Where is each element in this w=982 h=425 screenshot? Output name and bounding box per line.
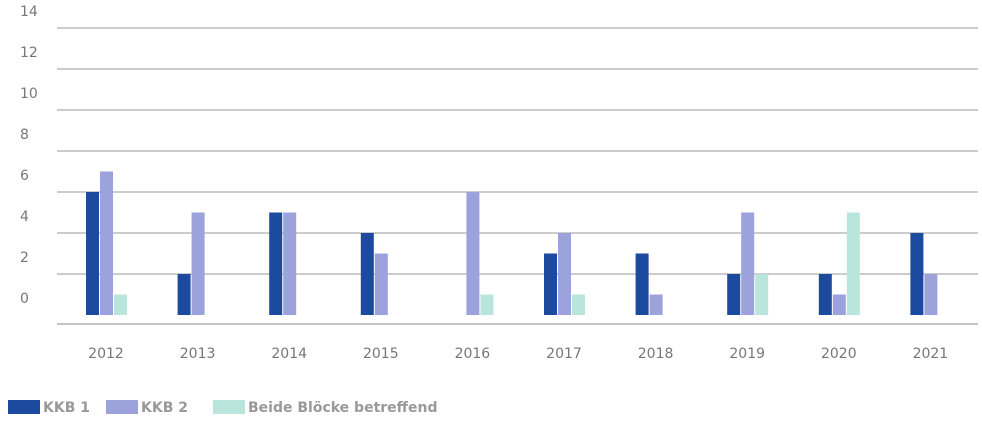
x-tick-label: 2012: [88, 346, 124, 362]
bar: [100, 171, 113, 315]
x-tick-label: 2019: [729, 346, 765, 362]
bar: [572, 294, 585, 315]
bar: [910, 233, 924, 315]
legend-label: KKB 2: [141, 400, 188, 416]
bar: [755, 274, 769, 315]
y-tick-label: 12: [20, 45, 38, 61]
x-tick-label: 2021: [913, 346, 949, 362]
y-tick-label: 4: [20, 209, 29, 225]
bar: [480, 294, 494, 315]
bar: [818, 274, 832, 315]
bar: [466, 192, 480, 315]
y-tick-label: 2: [20, 250, 29, 266]
legend-swatch: [106, 400, 138, 414]
x-tick-label: 2015: [363, 346, 399, 362]
bar: [283, 212, 297, 315]
y-tick-label: 6: [20, 168, 29, 184]
bar: [544, 253, 557, 315]
legend-swatch: [8, 400, 40, 414]
bar: [114, 294, 127, 315]
x-tick-label: 2017: [546, 346, 582, 362]
bar: [741, 212, 755, 315]
bar: [360, 233, 374, 315]
x-tick-label: 2014: [271, 346, 307, 362]
bar: [191, 212, 205, 315]
x-tick-label: 2016: [455, 346, 491, 362]
x-tick-label: 2020: [821, 346, 857, 362]
y-tick-label: 14: [20, 4, 38, 20]
bar: [846, 212, 860, 315]
bar: [269, 212, 283, 315]
y-tick-label: 8: [20, 127, 29, 143]
bar: [177, 274, 191, 315]
x-tick-label: 2013: [180, 346, 216, 362]
bar: [832, 294, 846, 315]
legend-label: KKB 1: [43, 400, 90, 416]
legend-label: Beide Blöcke betreffend: [248, 400, 437, 416]
bar: [924, 274, 938, 315]
legend-swatch: [213, 400, 245, 414]
bar: [635, 253, 649, 315]
bar: [374, 253, 388, 315]
bar: [558, 233, 571, 315]
bar: [649, 294, 663, 315]
bar: [727, 274, 741, 315]
y-tick-label: 0: [20, 291, 29, 307]
y-tick-label: 10: [20, 86, 38, 102]
x-tick-label: 2018: [638, 346, 674, 362]
bar: [86, 192, 99, 315]
